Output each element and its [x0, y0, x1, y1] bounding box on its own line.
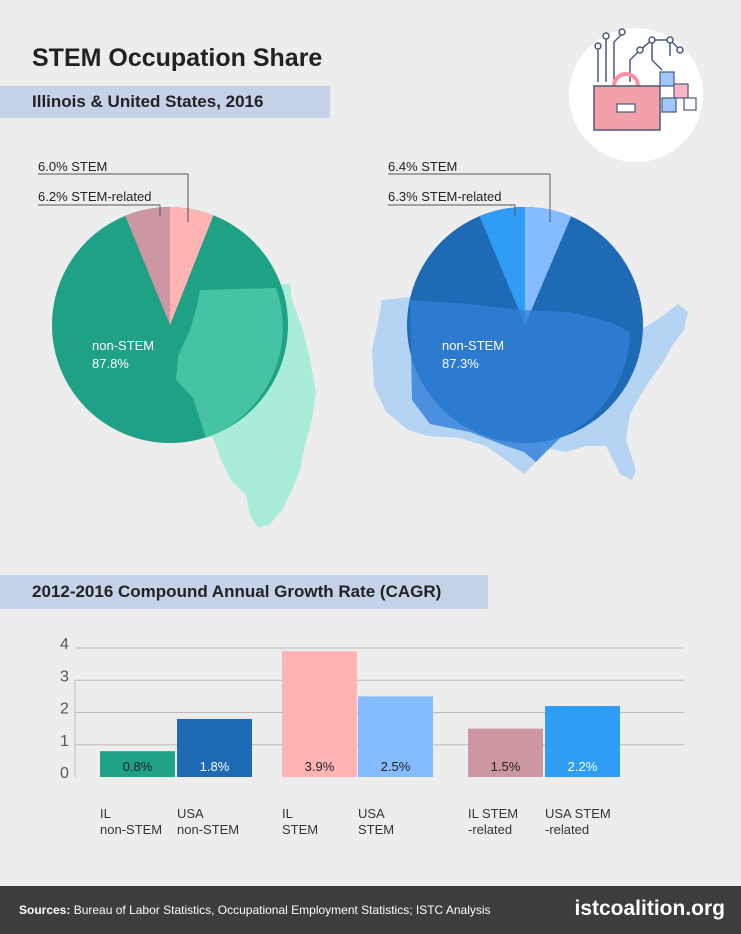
- bar-value-label: 3.9%: [305, 759, 335, 774]
- bar-value-label: 2.5%: [381, 759, 411, 774]
- us-pie-stem-slice: [525, 207, 572, 325]
- il-nonstem-label: non-STEM: [92, 338, 154, 353]
- site-link[interactable]: istcoalition.org: [574, 897, 725, 920]
- cagr-band: 2012-2016 Compound Annual Growth Rate (C…: [0, 575, 488, 609]
- us-nonstem-value: 87.3%: [442, 356, 479, 371]
- us-map-overlap: [410, 300, 630, 462]
- bar-category-label: USA STEM: [545, 806, 611, 821]
- il-nonstem-value: 87.8%: [92, 356, 129, 371]
- bar-category-label: IL STEM: [468, 806, 518, 821]
- bar-category-label: USA: [358, 806, 385, 821]
- bar: [468, 728, 543, 777]
- bar-value-label: 1.8%: [200, 759, 230, 774]
- bar: [282, 651, 357, 777]
- us-nonstem-label: non-STEM: [442, 338, 504, 353]
- bar-category-label: STEM: [358, 822, 394, 837]
- bar-category-label: IL: [100, 806, 111, 821]
- bar: [545, 706, 620, 777]
- y-tick-label: 2: [60, 701, 69, 718]
- bar: [177, 718, 252, 777]
- y-tick-label: 3: [60, 668, 69, 685]
- il-related-label: 6.2% STEM-related: [38, 189, 151, 204]
- il-pie-related-slice: [125, 207, 170, 325]
- bar-category-label: IL: [282, 806, 293, 821]
- bar-category-label: -related: [545, 822, 589, 837]
- us-stem-label: 6.4% STEM: [388, 159, 457, 174]
- footer: Sources: Bureau of Labor Statistics, Occ…: [0, 886, 741, 934]
- y-tick-label: 1: [60, 733, 69, 750]
- bar-category-label: -related: [468, 822, 512, 837]
- bar-value-label: 0.8%: [123, 759, 153, 774]
- bar: [100, 751, 175, 777]
- us-pie-related-slice: [479, 207, 525, 325]
- sources-text: Sources: Bureau of Labor Statistics, Occ…: [19, 903, 491, 917]
- il-pie-stem-slice: [170, 207, 214, 325]
- bar-value-label: 2.2%: [568, 759, 598, 774]
- il-stem-label: 6.0% STEM: [38, 159, 107, 174]
- subtitle-band: Illinois & United States, 2016: [0, 86, 330, 118]
- bar-category-label: non-STEM: [177, 822, 239, 837]
- bar-category-label: STEM: [282, 822, 318, 837]
- y-tick-label: 4: [60, 636, 69, 653]
- bar: [358, 696, 433, 777]
- us-related-label: 6.3% STEM-related: [388, 189, 501, 204]
- bar-value-label: 1.5%: [491, 759, 521, 774]
- bar-category-label: USA: [177, 806, 204, 821]
- il-map-overlap: [176, 288, 283, 438]
- y-tick-label: 0: [60, 765, 69, 782]
- page-title: STEM Occupation Share: [32, 44, 323, 72]
- bar-category-label: non-STEM: [100, 822, 162, 837]
